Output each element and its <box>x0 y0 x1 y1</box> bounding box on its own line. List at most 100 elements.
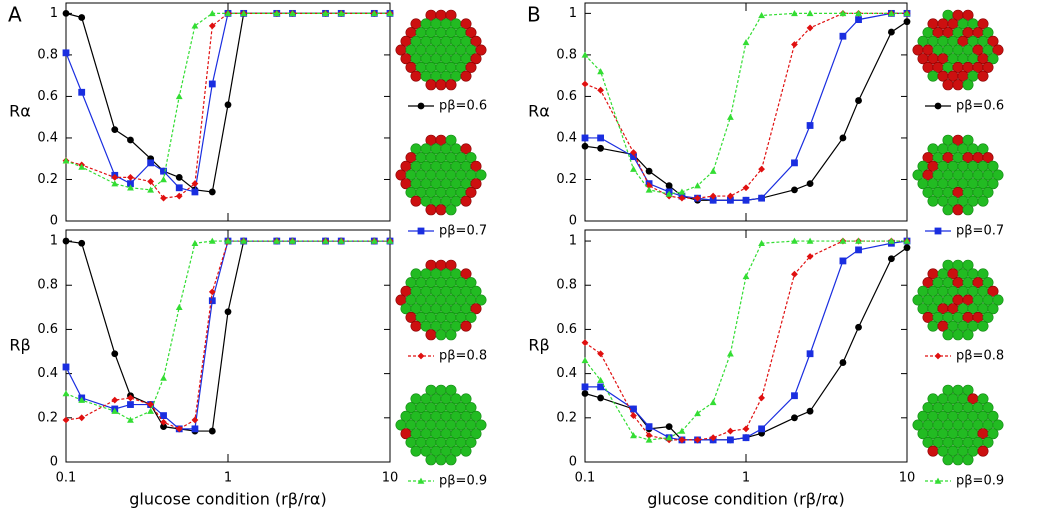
cell <box>470 178 482 190</box>
marker <box>678 194 686 202</box>
marker <box>678 427 686 434</box>
panel-label: A <box>8 3 22 27</box>
cell <box>460 70 472 82</box>
marker <box>903 9 911 17</box>
marker <box>224 9 232 17</box>
marker <box>839 134 847 142</box>
y-tick-label: 0.4 <box>556 366 577 381</box>
cell <box>435 454 447 466</box>
cell <box>982 402 994 414</box>
marker <box>630 165 637 172</box>
marker <box>127 184 134 191</box>
marker <box>581 390 589 397</box>
cell <box>982 152 994 164</box>
marker <box>581 134 589 142</box>
marker <box>726 113 734 120</box>
marker <box>224 237 232 244</box>
cell <box>410 70 422 82</box>
cell <box>977 268 989 280</box>
marker <box>191 22 199 29</box>
y-tick-label: 0.2 <box>37 172 58 187</box>
cell <box>475 294 487 306</box>
marker <box>855 246 862 254</box>
cell <box>410 445 422 457</box>
marker <box>791 237 798 244</box>
marker <box>839 257 847 265</box>
marker <box>62 363 70 371</box>
marker <box>839 237 847 244</box>
marker <box>581 383 589 391</box>
cell <box>987 285 999 297</box>
cell <box>987 53 999 65</box>
marker <box>887 28 895 36</box>
y-tick-label: 0.8 <box>556 278 577 293</box>
cell <box>962 454 974 466</box>
marker <box>208 427 216 435</box>
cell <box>470 428 482 440</box>
marker <box>726 350 734 357</box>
marker <box>337 237 345 244</box>
marker <box>645 423 653 431</box>
cell <box>962 259 974 271</box>
marker <box>726 196 734 204</box>
marker <box>742 434 750 442</box>
cell <box>435 329 447 341</box>
cell <box>992 294 1004 306</box>
cell <box>987 178 999 190</box>
cell <box>470 160 482 172</box>
cell <box>942 204 954 216</box>
cell <box>942 454 954 466</box>
cell <box>977 70 989 82</box>
marker <box>887 9 895 17</box>
marker <box>127 401 134 408</box>
marker <box>273 237 281 244</box>
legend-label: pβ=0.7 <box>956 224 1004 239</box>
legend-label: pβ=0.9 <box>956 474 1004 489</box>
cell <box>977 445 989 457</box>
cell <box>425 329 437 341</box>
marker <box>62 416 70 424</box>
marker <box>839 32 847 40</box>
x-axis-label: glucose condition (rβ/rα) <box>129 490 326 509</box>
cell <box>952 454 964 466</box>
marker <box>806 237 814 244</box>
marker <box>630 432 637 439</box>
series-line <box>65 12 390 199</box>
cell <box>460 18 472 30</box>
cell <box>460 195 472 207</box>
y-tick-label: 0.6 <box>37 89 58 104</box>
y-tick-label: 0.4 <box>37 366 58 381</box>
marker <box>903 237 911 244</box>
y-tick-label: 0 <box>50 214 58 229</box>
marker <box>175 174 183 181</box>
cell <box>435 204 447 216</box>
marker <box>417 477 425 484</box>
marker <box>208 237 216 244</box>
marker <box>597 134 605 142</box>
y-axis-label: Rβ <box>9 336 30 355</box>
plot-frame <box>65 2 391 222</box>
marker <box>645 167 653 175</box>
marker <box>208 188 216 196</box>
y-axis-label: Rβ <box>528 336 549 355</box>
marker <box>630 405 637 413</box>
marker <box>806 350 814 358</box>
marker <box>160 418 167 426</box>
marker <box>240 237 248 244</box>
marker <box>147 407 155 414</box>
marker <box>322 9 329 17</box>
marker <box>127 136 134 144</box>
marker <box>147 178 155 185</box>
y-tick-label: 1 <box>50 6 58 21</box>
marker <box>758 194 766 202</box>
cell <box>982 277 994 289</box>
marker <box>934 477 942 484</box>
marker <box>597 68 605 75</box>
marker <box>597 144 605 152</box>
cell <box>445 454 457 466</box>
marker <box>191 425 199 433</box>
marker <box>160 194 167 202</box>
marker <box>127 174 134 181</box>
marker <box>224 308 232 316</box>
cell <box>445 204 457 216</box>
